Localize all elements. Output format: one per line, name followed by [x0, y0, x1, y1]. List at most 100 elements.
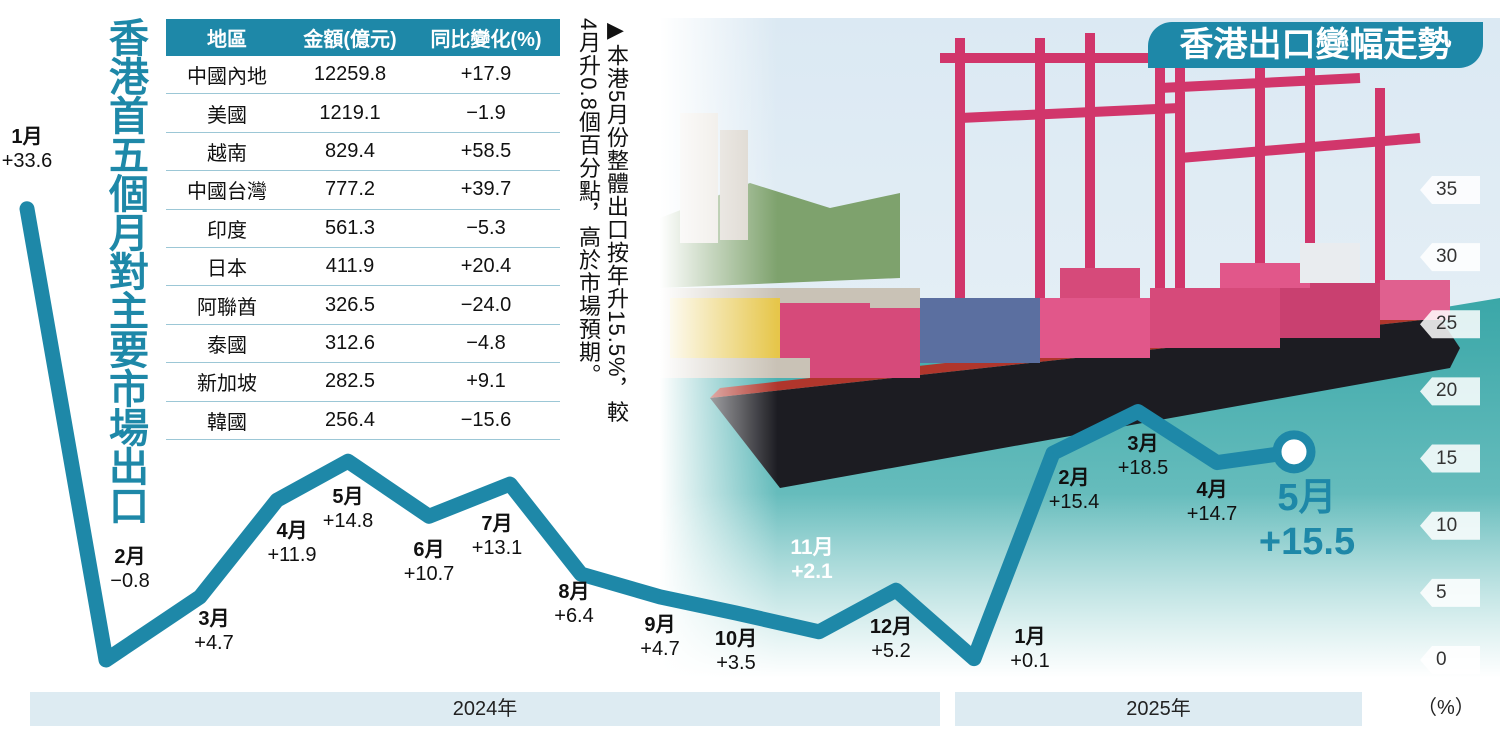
- data-label-value: +33.6: [1, 150, 53, 172]
- y-tick-label: 20: [1436, 380, 1458, 402]
- table-header-change: 同比變化(%): [412, 19, 560, 56]
- vertical-title: 香港首五個月對主要市場出口: [109, 17, 149, 529]
- data-label-month: 12月: [869, 616, 913, 638]
- table-cell-region: 中國內地: [166, 56, 288, 95]
- y-tick-label: 30: [1436, 246, 1458, 268]
- data-label-month: 5月: [332, 486, 364, 508]
- container-port-photo: [660, 18, 1500, 678]
- y-tick-tab: [1420, 377, 1480, 406]
- data-point: [659, 595, 661, 598]
- chart-badge-title: 香港出口變幅走勢: [1148, 22, 1483, 68]
- data-label-value: +0.1: [1010, 650, 1050, 672]
- data-label: 11月 +2.1: [790, 536, 833, 584]
- table-row: 印度 561.3 −5.3: [166, 209, 560, 248]
- data-label: 4月 +14.7: [1187, 478, 1238, 526]
- data-label-value: +2.1: [791, 560, 833, 583]
- data-label: 5月 +15.5: [1259, 476, 1355, 564]
- table-row: 越南 829.4 +58.5: [166, 132, 560, 172]
- data-label: 3月 +18.5: [1118, 432, 1169, 480]
- data-label: 7月 +13.1: [472, 512, 523, 560]
- data-label: 9月 +4.7: [640, 613, 679, 661]
- data-point: [1137, 410, 1139, 413]
- export-note: ▶本港5月份整體出口按年升15.5%，較4月升0.8個百分點，高於市場預期。: [576, 18, 629, 424]
- table-cell-region: 阿聯酋: [166, 285, 288, 325]
- data-point: [105, 659, 107, 661]
- table-cell-region: 中國台灣: [166, 170, 288, 210]
- table-row: 中國台灣 777.2 +39.7: [166, 170, 560, 210]
- data-label: 6月 +10.7: [404, 538, 455, 586]
- table-cell-region: 美國: [166, 93, 288, 133]
- data-label-value: +10.7: [403, 563, 455, 585]
- data-label-value: +15.5: [1258, 521, 1356, 563]
- data-label: 1月 +33.6: [2, 125, 53, 173]
- table-cell-change: −24.0: [412, 285, 560, 325]
- y-tick-tab: [1420, 310, 1480, 339]
- table-header-region: 地區: [166, 19, 288, 56]
- y-tick-label: 35: [1436, 178, 1458, 200]
- data-label-month: 7月: [481, 513, 513, 535]
- data-label-month: 4月: [276, 520, 308, 542]
- table-cell-change: −4.8: [412, 324, 560, 364]
- data-point: [428, 515, 430, 518]
- data-label-value: +14.7: [1186, 503, 1238, 525]
- y-tick-tab: [1420, 175, 1480, 204]
- table-row: 阿聯酋 326.5 −24.0: [166, 285, 560, 325]
- data-label-value: +11.9: [267, 544, 317, 566]
- data-label-month: 2月: [1058, 467, 1090, 489]
- data-point: [1052, 452, 1054, 455]
- table-cell-amount: 561.3: [288, 209, 412, 248]
- data-label-value: +13.1: [471, 537, 523, 559]
- data-label-value: +15.4: [1048, 491, 1100, 513]
- table-cell-change: −15.6: [412, 401, 560, 440]
- data-label: 8月 +6.4: [554, 580, 593, 628]
- data-point: [973, 657, 975, 660]
- data-label-month: 5月: [1277, 477, 1337, 519]
- data-point: [895, 589, 897, 592]
- y-tick-tab: [1420, 444, 1480, 473]
- table-cell-region: 越南: [166, 132, 288, 172]
- table-cell-change: +9.1: [412, 362, 560, 402]
- table-cell-change: +58.5: [412, 132, 560, 172]
- y-tick-tab: [1420, 646, 1480, 674]
- data-label: 2月 +15.4: [1049, 466, 1100, 514]
- y-axis-unit: （%）: [1417, 697, 1475, 719]
- table-cell-region: 泰國: [166, 324, 288, 364]
- data-label-value: −0.8: [110, 570, 150, 592]
- table-cell-amount: 1219.1: [288, 93, 412, 133]
- data-label-value: +3.5: [716, 652, 756, 674]
- data-label-month: 10月: [714, 628, 758, 650]
- table-cell-amount: 777.2: [288, 170, 412, 210]
- y-tick-label: 0: [1436, 649, 1447, 670]
- data-label-month: 4月: [1196, 479, 1228, 501]
- data-label-month: 8月: [558, 581, 590, 603]
- table-row: 美國 1219.1 −1.9: [166, 93, 560, 133]
- data-point: [199, 595, 201, 598]
- data-label: 4月 +11.9: [267, 519, 316, 567]
- data-label-month: 1月: [11, 126, 43, 148]
- table-cell-amount: 312.6: [288, 324, 412, 364]
- data-point: [509, 483, 511, 486]
- data-label-month: 1月: [1014, 626, 1046, 648]
- data-point: [26, 207, 28, 210]
- table-cell-amount: 326.5: [288, 285, 412, 325]
- data-point: [580, 573, 582, 576]
- data-label-value: +14.8: [322, 510, 374, 532]
- table-row: 韓國 256.4 −15.6: [166, 401, 560, 440]
- table-cell-change: +39.7: [412, 170, 560, 210]
- data-label: 3月 +4.7: [194, 607, 233, 655]
- table-cell-change: +17.9: [412, 56, 560, 95]
- y-tick-label: 10: [1436, 514, 1458, 536]
- y-tick-label: 15: [1436, 447, 1458, 469]
- y-tick-tab: [1420, 243, 1480, 272]
- table-cell-region: 新加坡: [166, 362, 288, 402]
- data-label-month: 2月: [114, 546, 146, 568]
- data-point: [1216, 461, 1218, 464]
- table-cell-region: 韓國: [166, 401, 288, 440]
- market-export-table: 地區 金額(億元) 同比變化(%) 中國內地 12259.8 +17.9 美國 1219…: [166, 19, 560, 440]
- data-label-value: +6.4: [554, 605, 594, 627]
- data-label-month: 3月: [1127, 433, 1159, 455]
- table-cell-region: 印度: [166, 209, 288, 248]
- data-label: 12月 +5.2: [870, 615, 912, 663]
